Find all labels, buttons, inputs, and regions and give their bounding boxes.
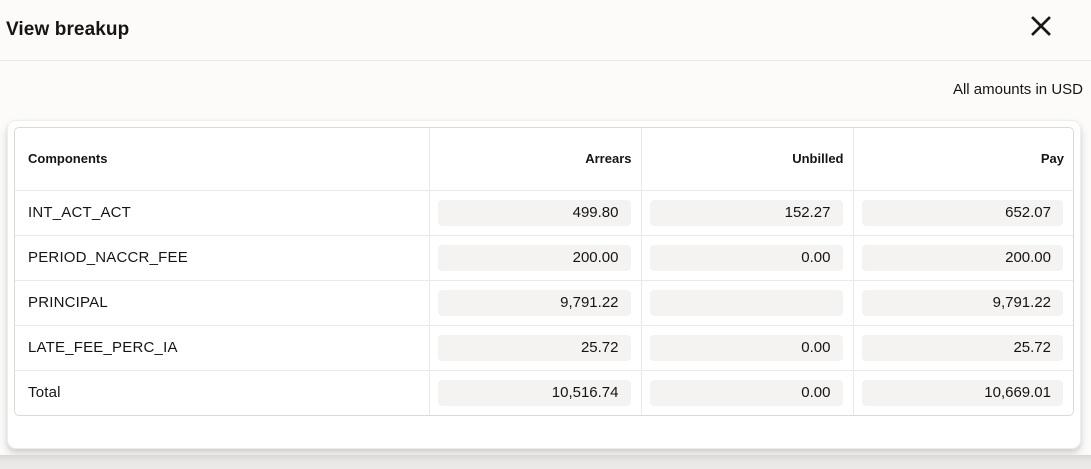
unbilled-value-field — [649, 289, 843, 316]
arrears-value-field: 499.80 — [437, 199, 631, 226]
total-row: Total 10,516.74 0.00 10,669.01 — [15, 369, 1073, 415]
table-row: PRINCIPAL 9,791.22 9,791.22 — [15, 279, 1073, 325]
unbilled-value-field: 0.00 — [649, 334, 843, 361]
total-label: Total — [15, 369, 429, 415]
pay-total-field: 10,669.01 — [861, 379, 1063, 406]
column-header-unbilled: Unbilled — [640, 128, 853, 190]
column-header-arrears: Arrears — [428, 128, 641, 190]
breakup-table-box: Components Arrears Unbilled Pay INT_ACT_… — [14, 127, 1074, 416]
table-row: INT_ACT_ACT 499.80 152.27 652.07 — [15, 189, 1073, 235]
component-label: LATE_FEE_PERC_IA — [15, 324, 429, 370]
unbilled-value-field: 0.00 — [649, 244, 843, 271]
pay-value-field: 9,791.22 — [861, 289, 1063, 316]
background-page-edge — [0, 455, 1091, 469]
pay-value-field: 25.72 — [861, 334, 1063, 361]
breakup-card: Components Arrears Unbilled Pay INT_ACT_… — [7, 120, 1081, 449]
pay-value-field: 200.00 — [861, 244, 1063, 271]
arrears-value-field: 25.72 — [437, 334, 631, 361]
arrears-value-field: 9,791.22 — [437, 289, 631, 316]
breakup-table: Components Arrears Unbilled Pay INT_ACT_… — [15, 128, 1073, 415]
amounts-note: All amounts in USD — [952, 81, 1083, 98]
component-label: PERIOD_NACCR_FEE — [15, 234, 429, 280]
pay-value-field: 652.07 — [861, 199, 1063, 226]
column-header-pay: Pay — [852, 128, 1073, 190]
column-header-components: Components — [28, 151, 108, 167]
unbilled-total-field: 0.00 — [649, 379, 843, 406]
arrears-value-field: 200.00 — [437, 244, 631, 271]
unbilled-value-field: 152.27 — [649, 199, 843, 226]
component-label: INT_ACT_ACT — [15, 189, 429, 235]
close-button[interactable] — [1028, 13, 1054, 39]
arrears-total-field: 10,516.74 — [437, 379, 631, 406]
table-row: LATE_FEE_PERC_IA 25.72 0.00 25.72 — [15, 324, 1073, 370]
component-label: PRINCIPAL — [15, 279, 429, 325]
table-row: PERIOD_NACCR_FEE 200.00 0.00 200.00 — [15, 234, 1073, 280]
close-icon — [1031, 16, 1051, 36]
dialog-header: View breakup — [0, 0, 1091, 61]
header-row: Components Arrears Unbilled Pay — [15, 128, 1073, 190]
page-title: View breakup — [6, 19, 130, 40]
